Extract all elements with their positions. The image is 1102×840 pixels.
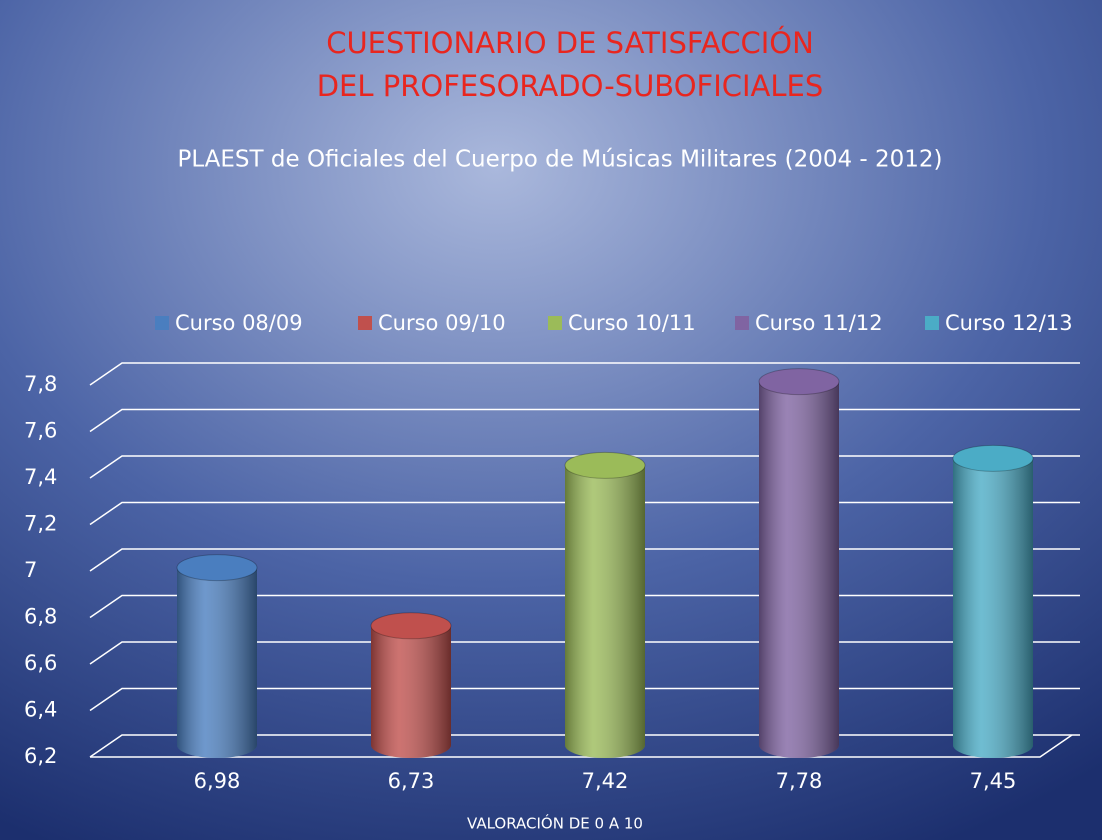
bar-shade [953,458,1033,758]
legend-swatch [548,316,562,330]
legend-swatch [155,316,169,330]
y-tick-label: 6,8 [24,605,57,629]
legend-swatch [358,316,372,330]
y-tick-label: 6,4 [24,698,57,722]
bar-top [564,451,646,479]
bar-shade [565,465,645,758]
legend-swatch [735,316,749,330]
bar-shade [177,567,257,758]
grid-line [89,362,1080,386]
legend-label: Curso 08/09 [175,311,303,335]
bar-top [758,368,840,396]
bar-top [176,554,258,582]
y-tick-label: 6,2 [24,744,57,768]
legend-swatch [925,316,939,330]
legend-label: Curso 12/13 [945,311,1073,335]
y-tick-label: 7,8 [24,372,57,396]
chart-subtitle: PLAEST de Oficiales del Cuerpo de Música… [177,147,942,173]
y-tick-label: 6,6 [24,651,57,675]
y-tick-label: 7,4 [24,465,57,489]
legend-label: Curso 11/12 [755,311,883,335]
value-label: 6,98 [194,769,241,793]
chart-title: CUESTIONARIO DE SATISFACCIÓN [326,26,814,60]
legend-label: Curso 10/11 [568,311,696,335]
legend-label: Curso 09/10 [378,311,506,335]
bar-shade [759,381,839,758]
bar-top [952,444,1034,472]
chart-title: DEL PROFESORADO-SUBOFICIALES [317,69,824,103]
y-tick-label: 7,2 [24,512,57,536]
bar-top [370,612,452,640]
value-label: 6,73 [388,769,435,793]
value-label: 7,42 [582,769,629,793]
value-label: 7,78 [776,769,823,793]
value-label: 7,45 [970,769,1017,793]
y-tick-label: 7 [24,558,37,582]
bar-shade [371,625,451,758]
x-axis-label: VALORACIÓN DE 0 A 10 [467,814,643,833]
y-tick-label: 7,6 [24,419,57,443]
